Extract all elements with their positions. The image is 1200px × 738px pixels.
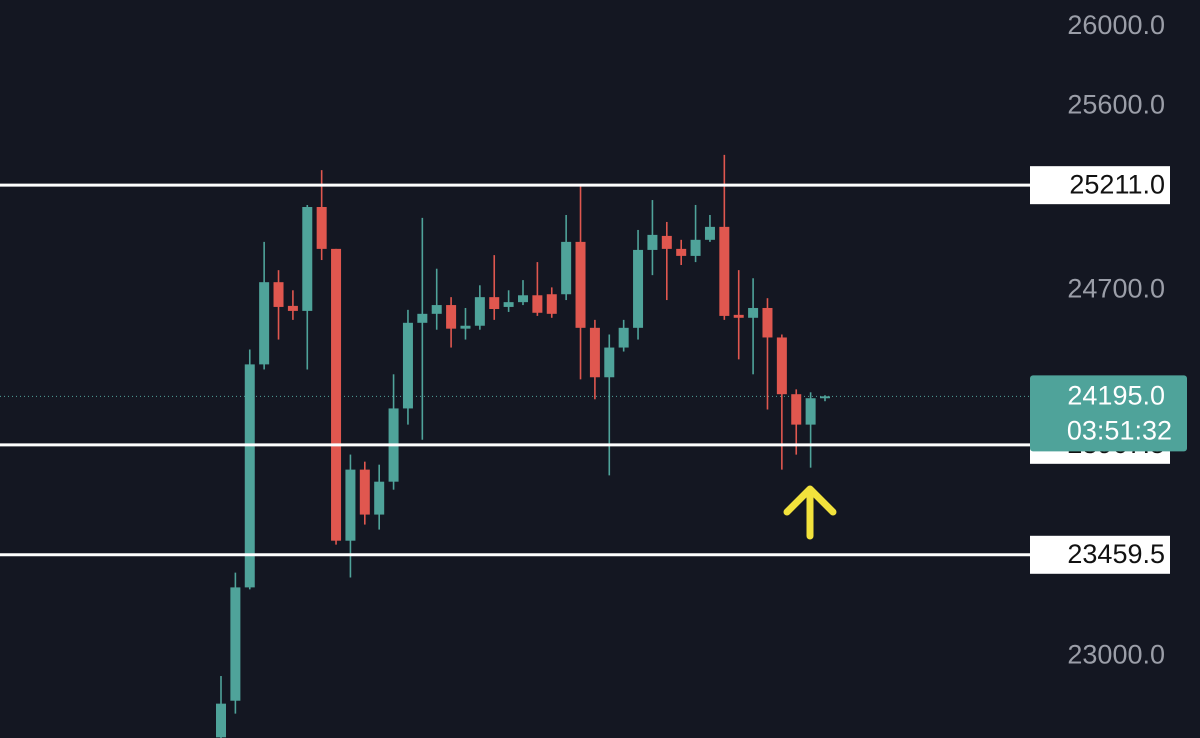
candle-body bbox=[503, 302, 514, 307]
level-label: 25211.0 bbox=[1069, 169, 1165, 199]
candle-body bbox=[733, 314, 744, 318]
candle-body bbox=[776, 337, 787, 395]
candle-body bbox=[618, 327, 629, 348]
candle-body bbox=[719, 226, 730, 316]
candle-body bbox=[331, 248, 342, 541]
candle-body bbox=[791, 394, 802, 425]
candle-body bbox=[460, 325, 471, 329]
candle-body bbox=[518, 295, 528, 303]
annotation-arrow bbox=[783, 485, 837, 540]
y-tick-label: 24700.0 bbox=[1067, 273, 1165, 303]
y-tick-label: 23000.0 bbox=[1067, 639, 1165, 669]
candle-body bbox=[230, 587, 241, 701]
candle-body bbox=[575, 241, 586, 328]
candle-body bbox=[316, 207, 327, 249]
candle-body bbox=[345, 469, 356, 541]
candle-body bbox=[748, 307, 759, 318]
candle-body bbox=[446, 305, 457, 329]
candle-body bbox=[532, 295, 543, 313]
candle-body bbox=[359, 469, 370, 515]
candle-body bbox=[273, 282, 284, 307]
current-price-box bbox=[1030, 375, 1187, 452]
level-label-box bbox=[1030, 535, 1170, 574]
candle-body bbox=[704, 226, 715, 240]
candle-body bbox=[647, 234, 658, 250]
candle-body bbox=[805, 398, 816, 425]
candle-body bbox=[676, 248, 687, 256]
candle-body bbox=[661, 235, 672, 249]
candle-body bbox=[633, 249, 644, 328]
candle-body bbox=[546, 294, 557, 314]
candle-body bbox=[417, 313, 428, 323]
candle-body bbox=[762, 307, 773, 338]
candle-body bbox=[820, 396, 830, 399]
candle-body bbox=[374, 481, 385, 515]
current-price-label: 24195.0 bbox=[1067, 380, 1165, 410]
arrow-head bbox=[783, 485, 837, 516]
candle-body bbox=[690, 239, 701, 256]
candle-body bbox=[302, 207, 313, 311]
candle-body bbox=[431, 305, 442, 314]
candle-body bbox=[287, 305, 298, 311]
y-tick-label: 26000.0 bbox=[1067, 10, 1165, 40]
candle-body bbox=[244, 364, 255, 588]
candle-body bbox=[604, 347, 615, 378]
countdown-label: 03:51:32 bbox=[1067, 415, 1172, 445]
y-tick-label: 25600.0 bbox=[1067, 90, 1165, 120]
candle-body bbox=[402, 322, 413, 409]
candle-body bbox=[259, 282, 270, 365]
level-label: 23459.5 bbox=[1067, 539, 1165, 569]
candle-body bbox=[216, 703, 226, 738]
candle-body bbox=[561, 241, 572, 295]
candle-body bbox=[589, 327, 600, 378]
candle-body bbox=[489, 297, 500, 310]
candle-body bbox=[474, 297, 485, 326]
plot: 26000.025600.024700.023000.025211.023967… bbox=[0, 10, 1187, 738]
level-label-box bbox=[1030, 166, 1170, 205]
